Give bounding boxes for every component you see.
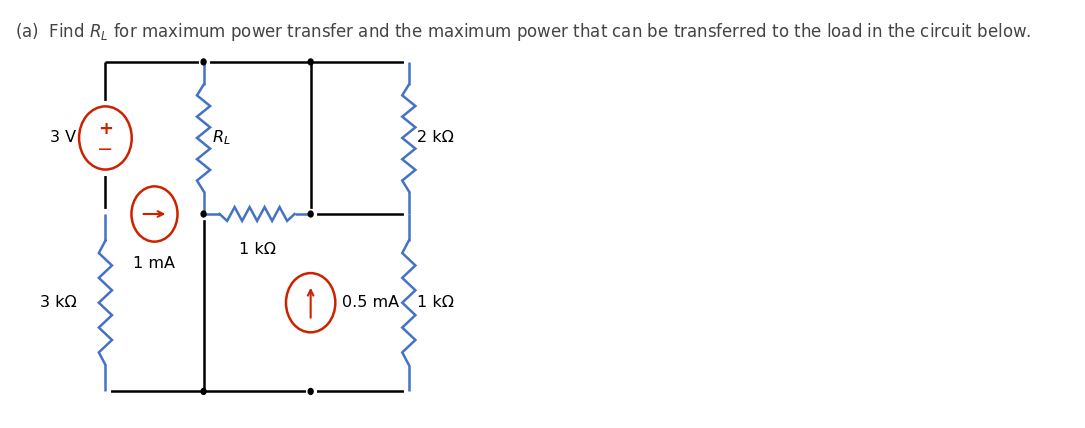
Text: 1 kΩ: 1 kΩ bbox=[417, 295, 454, 310]
Circle shape bbox=[308, 389, 314, 394]
Text: 3 kΩ: 3 kΩ bbox=[40, 295, 77, 310]
Circle shape bbox=[308, 59, 314, 65]
Text: +: + bbox=[98, 120, 113, 138]
Circle shape bbox=[131, 186, 178, 242]
Circle shape bbox=[201, 59, 206, 65]
Circle shape bbox=[201, 389, 206, 394]
Text: 3 V: 3 V bbox=[51, 131, 77, 146]
Text: $R_L$: $R_L$ bbox=[212, 128, 230, 147]
Text: −: − bbox=[98, 140, 114, 158]
Circle shape bbox=[308, 211, 314, 217]
Circle shape bbox=[286, 273, 335, 332]
Text: 0.5 mA: 0.5 mA bbox=[342, 295, 399, 310]
Text: 1 kΩ: 1 kΩ bbox=[239, 242, 276, 257]
Text: 1 mA: 1 mA bbox=[133, 256, 176, 271]
Text: (a)  Find $R_L$ for maximum power transfer and the maximum power that can be tra: (a) Find $R_L$ for maximum power transfe… bbox=[15, 21, 1032, 42]
Text: 2 kΩ: 2 kΩ bbox=[417, 131, 454, 146]
Circle shape bbox=[79, 107, 131, 169]
Circle shape bbox=[201, 211, 206, 217]
